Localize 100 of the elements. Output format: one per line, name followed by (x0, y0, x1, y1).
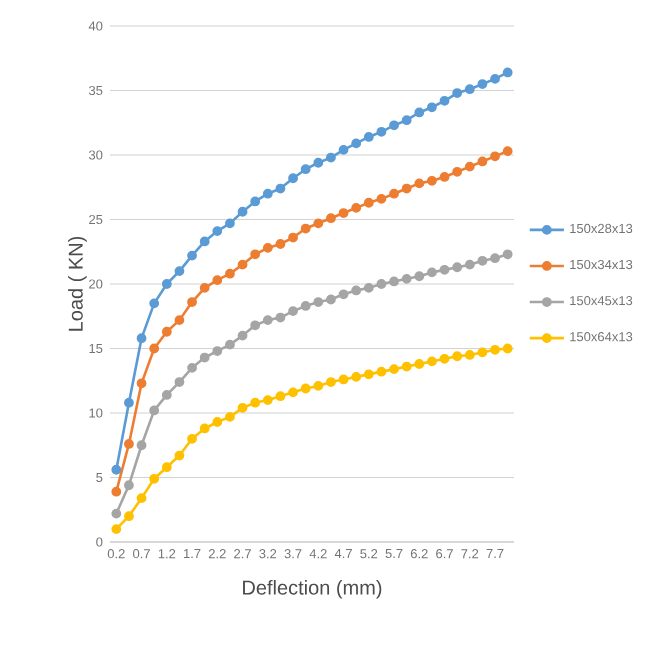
point (161, 279, 172, 289)
point (490, 151, 500, 162)
point (389, 364, 399, 375)
point (427, 267, 437, 278)
point (187, 297, 197, 307)
point (124, 439, 134, 449)
point (376, 126, 387, 137)
point (363, 132, 374, 142)
point (212, 275, 223, 286)
point (111, 486, 122, 497)
point (111, 524, 122, 534)
point (212, 417, 223, 427)
point (401, 115, 412, 126)
point (313, 218, 324, 229)
point (275, 239, 286, 249)
point (439, 95, 450, 106)
point (502, 249, 513, 260)
point (363, 369, 374, 380)
point (313, 297, 324, 307)
point (376, 193, 387, 204)
point (212, 346, 223, 356)
point (502, 343, 513, 354)
point (237, 259, 248, 270)
point (313, 381, 324, 391)
point (300, 164, 311, 175)
point (351, 285, 362, 296)
point (502, 67, 513, 78)
point (439, 264, 450, 275)
point (464, 259, 475, 270)
point (199, 423, 210, 434)
point (376, 366, 387, 377)
point (363, 282, 374, 293)
point (250, 249, 261, 260)
point (136, 333, 147, 344)
point (326, 213, 336, 224)
point (275, 312, 286, 323)
point (439, 353, 450, 364)
point (376, 279, 387, 289)
point (275, 391, 286, 402)
point (401, 183, 412, 194)
point (414, 178, 425, 189)
point (225, 218, 235, 229)
point (136, 378, 147, 389)
point (250, 397, 261, 408)
point (124, 397, 134, 408)
point (199, 236, 210, 247)
point (262, 188, 273, 199)
point (225, 411, 235, 422)
point (174, 315, 185, 326)
point (136, 440, 147, 451)
point (477, 255, 488, 266)
point (237, 402, 248, 413)
point (401, 361, 412, 372)
point (452, 262, 463, 273)
point (427, 175, 437, 186)
point (300, 301, 311, 311)
point (452, 351, 463, 362)
point (187, 433, 197, 444)
point (275, 183, 286, 194)
point (288, 306, 298, 316)
point (187, 250, 197, 261)
point (136, 493, 147, 504)
point (161, 462, 172, 473)
point (414, 271, 425, 282)
point (414, 107, 425, 118)
point (174, 450, 185, 461)
point (401, 273, 412, 284)
point (237, 330, 248, 341)
point (363, 197, 374, 208)
point (111, 508, 122, 519)
point (439, 172, 450, 182)
point (174, 377, 185, 387)
point (477, 347, 488, 358)
point (389, 120, 399, 131)
point (250, 196, 261, 207)
point (300, 383, 311, 394)
point (338, 374, 349, 385)
point (262, 315, 273, 326)
point (111, 464, 122, 475)
point (427, 102, 437, 113)
point (464, 161, 475, 172)
point (464, 350, 475, 360)
point (389, 276, 399, 287)
point (225, 268, 235, 279)
point (427, 356, 437, 367)
point (502, 146, 513, 157)
point (262, 395, 273, 405)
point (464, 84, 475, 95)
point (199, 282, 210, 293)
point (149, 405, 160, 416)
point (326, 294, 336, 305)
point (477, 79, 488, 89)
point (149, 298, 160, 309)
point (490, 74, 500, 84)
point (351, 371, 362, 382)
point (212, 226, 223, 237)
x-axis-title: Deflection (mm) (243, 579, 382, 599)
point (149, 473, 160, 484)
point (161, 326, 172, 337)
point (225, 339, 235, 350)
